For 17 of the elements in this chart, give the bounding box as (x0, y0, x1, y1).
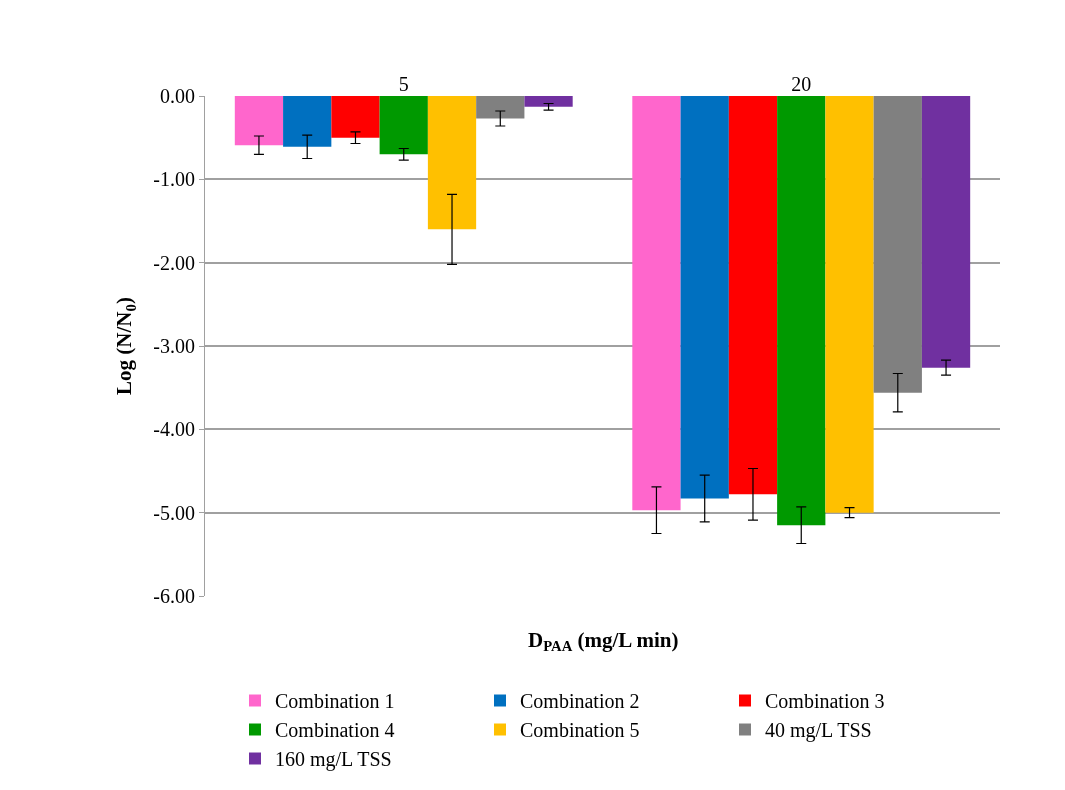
y-tick-label: -2.00 (153, 251, 195, 274)
y-tick-label: -5.00 (153, 501, 195, 524)
x-axis-title: D$_{PAA}$ (mg/L min) (528, 628, 679, 655)
legend-label: Combination 5 (520, 719, 640, 742)
y-tick-label: -3.00 (153, 335, 195, 357)
legend-label: Combination 4 (275, 719, 395, 742)
legend-label: Combination 2 (520, 690, 640, 713)
legend-label: Combination 1 (275, 690, 395, 713)
x-tick-label: 5 (398, 73, 409, 95)
y-tick-label: -4.00 (153, 418, 195, 441)
legend-label: 40 mg/L TSS (765, 719, 872, 743)
y-tick-label: -6.00 (153, 585, 195, 607)
legend-label: 160 mg/L TSS (275, 748, 392, 772)
y-tick-label: 0.00 (160, 85, 195, 107)
y-tick-label: -1.00 (153, 168, 195, 191)
legend-label: Combination 3 (765, 690, 885, 713)
x-tick-label: 20 (791, 73, 812, 95)
